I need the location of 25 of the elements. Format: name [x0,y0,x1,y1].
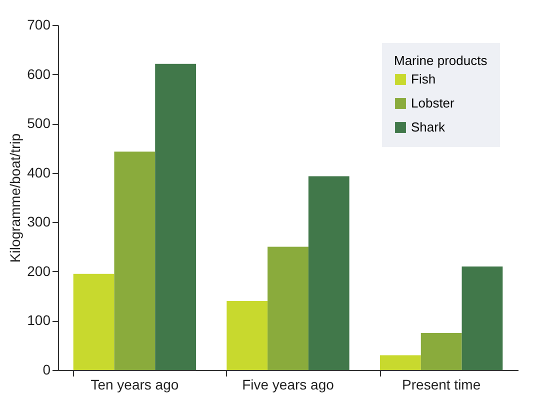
y-tick-label: 100 [27,312,51,328]
y-tick-label: 300 [27,214,51,230]
x-tick-label: Five years ago [242,376,334,392]
y-tick-label: 200 [27,262,51,279]
y-tick-label: 600 [27,66,51,82]
bar [226,301,268,370]
legend-label: Fish [411,72,436,86]
bar [155,64,196,370]
legend-title: Marine products [394,53,488,68]
y-axis-title: Kilogramme/boat/trip [7,133,24,263]
y-tick-label: 700 [27,16,51,32]
x-tick-label: Present time [402,376,481,392]
bar [420,333,462,370]
bar [380,355,421,370]
legend-label: Lobster [411,96,456,110]
y-tick-label: 400 [27,164,51,180]
x-tick-label: Ten years ago [90,376,179,392]
y-tick-label: 0 [42,362,51,378]
bar [114,152,156,370]
bar [462,266,503,370]
bar [73,274,114,370]
bar [268,246,308,370]
y-tick-label: 500 [27,115,51,132]
legend-label: Shark [411,120,446,134]
bar [308,176,350,370]
